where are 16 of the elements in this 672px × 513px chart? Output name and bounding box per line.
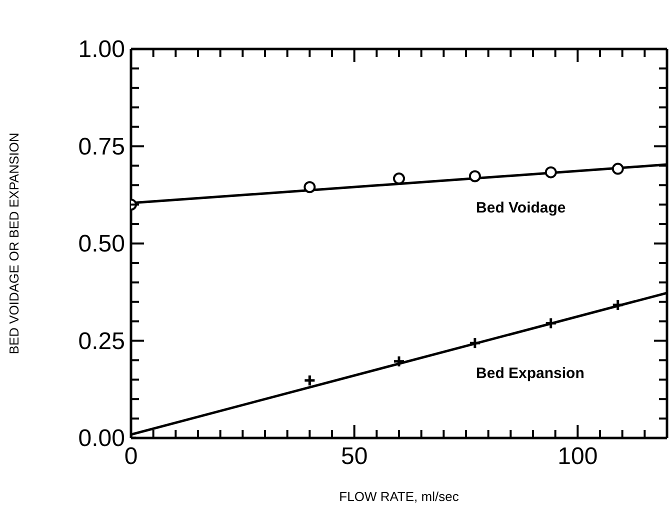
y-tick-label: 0.75 (78, 133, 125, 160)
x-tick-label: 50 (340, 443, 368, 470)
series-label: Bed Expansion (476, 364, 584, 382)
x-tick-label: 0 (124, 443, 138, 470)
x-axis-title: FLOW RATE, ml/sec (339, 489, 460, 504)
point (468, 170, 481, 182)
point (612, 162, 624, 175)
series-label: Bed Voidage (476, 199, 566, 216)
point (304, 181, 316, 194)
y-tick-label: 0.25 (78, 328, 125, 355)
y-tick-label: 0.00 (78, 425, 125, 452)
y-tick-label: 1.00 (78, 36, 125, 63)
y-tick-label: 0.50 (78, 230, 125, 258)
y-axis-title: BED VOIDAGE OR BED EXPANSION (6, 132, 22, 354)
x-tick-label: 100 (558, 443, 598, 470)
point (544, 166, 557, 178)
